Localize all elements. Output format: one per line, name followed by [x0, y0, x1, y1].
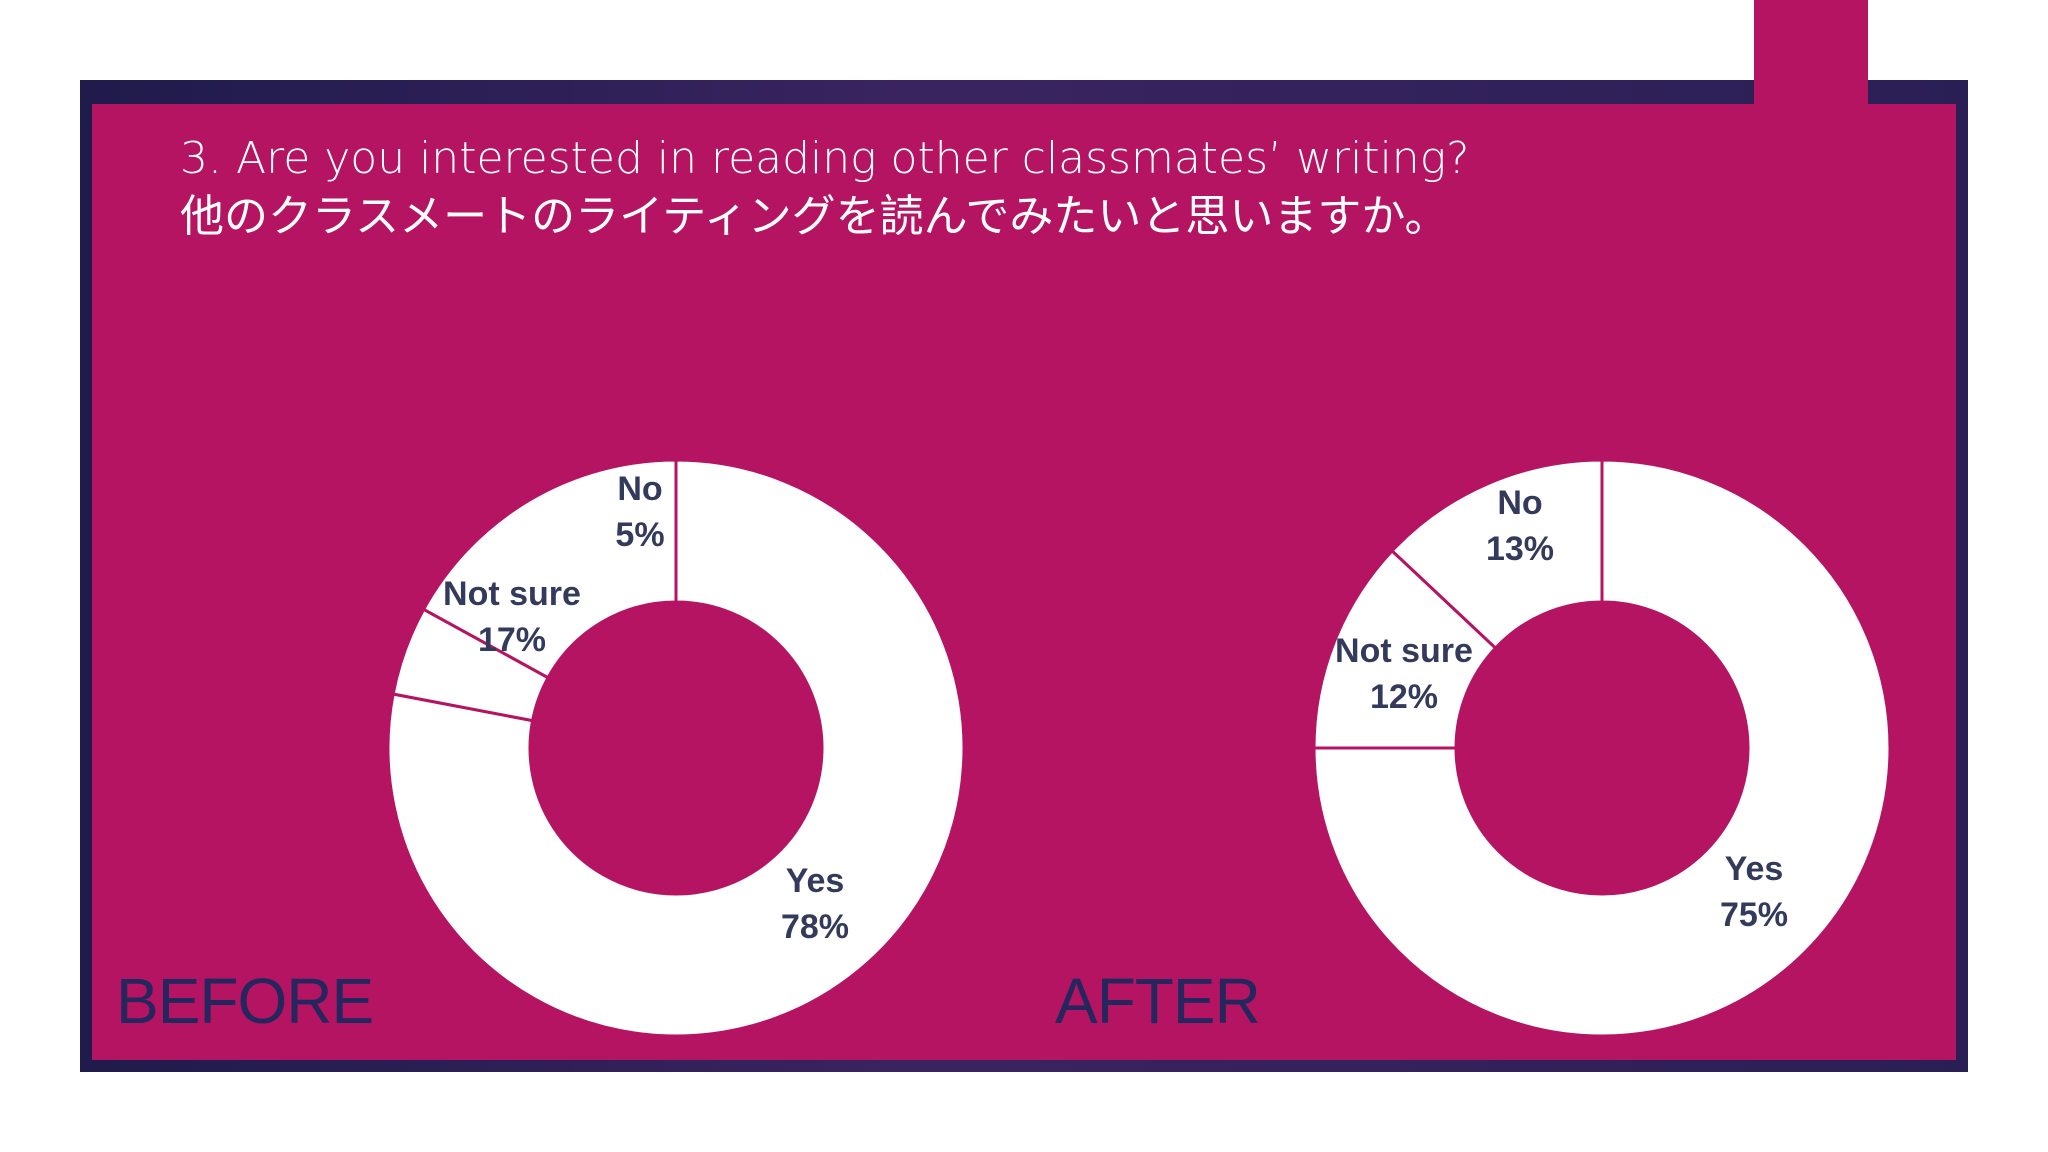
title-line-english: 3. Are you interested in reading other c… [180, 133, 1470, 184]
after-label: AFTER [1055, 965, 1261, 1037]
data-label-not-sure: Not sure 17% [443, 575, 581, 659]
slice-not-sure [421, 458, 678, 680]
data-label-value: 78% [781, 908, 849, 946]
title-line-japanese: 他のクラスメートのライティングを読んでみたいと思いますか。 [180, 191, 1449, 242]
data-label-value: 13% [1486, 530, 1554, 568]
data-label-no: No 13% [1486, 484, 1554, 568]
data-label-category: No [617, 470, 662, 508]
data-label-value: 5% [615, 516, 664, 554]
before-label: BEFORE [116, 965, 374, 1037]
slice-yes [1312, 458, 1892, 1038]
data-label-no: No 5% [615, 470, 664, 554]
donut-chart-before: Yes 78% No 5% Not sure 17% [386, 458, 966, 1038]
slice-yes [386, 458, 966, 1038]
data-label-yes: Yes 75% [1720, 850, 1788, 934]
data-label-category: Not sure [1335, 632, 1473, 670]
slice-no [1389, 458, 1604, 651]
slide-title: 3. Are you interested in reading other c… [180, 130, 1469, 246]
data-label-not-sure: Not sure 12% [1335, 632, 1473, 716]
data-label-category: Yes [786, 862, 845, 900]
decorative-tab [1754, 0, 1868, 104]
data-label-yes: Yes 78% [781, 862, 849, 946]
data-label-category: No [1497, 484, 1542, 522]
data-label-category: Yes [1725, 850, 1784, 888]
slice-not-sure [1312, 548, 1498, 750]
donut-chart-after: Yes 75% Not sure 12% No 13% [1312, 458, 1892, 1038]
data-label-value: 75% [1720, 896, 1788, 934]
data-label-category: Not sure [443, 575, 581, 613]
data-label-value: 12% [1370, 678, 1438, 716]
data-label-value: 17% [478, 621, 546, 659]
